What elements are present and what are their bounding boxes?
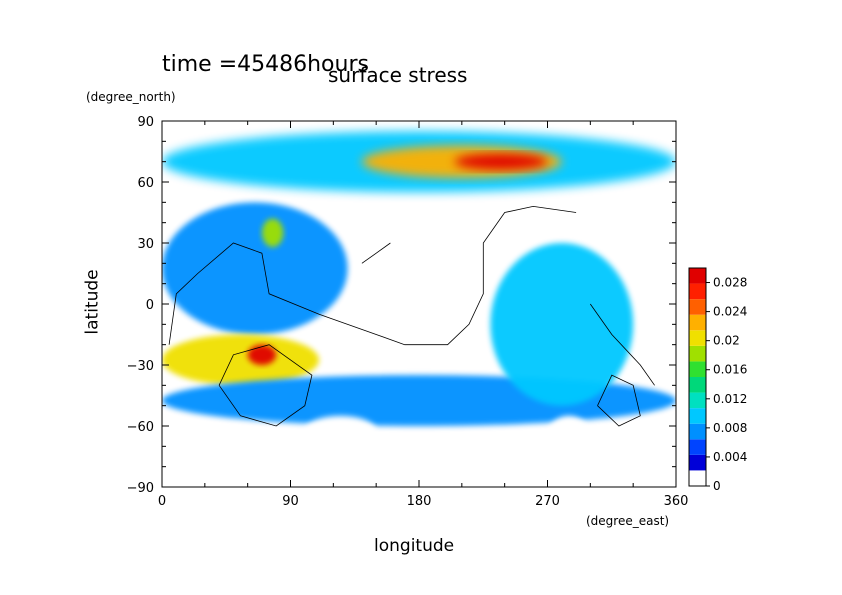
colorbar-tick-label-5: 0.02 [713, 334, 740, 348]
colorbar-frame [688, 267, 707, 487]
colorbar-band-10 [689, 314, 706, 331]
colorbar-band-6 [689, 377, 706, 393]
colorbar-band-12 [689, 283, 706, 300]
colorbar-band-4 [689, 408, 706, 424]
colorbar-band-11 [689, 299, 706, 315]
y-units-label: (degree_north) [86, 90, 176, 104]
colorbar-band-1 [689, 454, 706, 471]
field-patch-5 [162, 334, 320, 386]
y-tick-label--90: −90 [127, 481, 154, 496]
field-gap-0 [361, 212, 498, 264]
colorbar-tick-label-4: 0.016 [713, 363, 747, 377]
field-gap-2 [404, 314, 462, 355]
field-patch-8 [490, 243, 634, 406]
chart-title: surface stress [328, 63, 468, 87]
x-tick-label-180: 180 [407, 494, 432, 509]
y-tick-label-90: 90 [137, 115, 154, 130]
colorbar-tick-label-2: 0.008 [713, 421, 747, 435]
y-tick-label-60: 60 [137, 176, 154, 191]
coastlines [168, 205, 655, 427]
field-gap-1 [633, 202, 676, 274]
x-tick-label-0: 0 [158, 494, 166, 509]
y-tick-label--60: −60 [127, 420, 154, 435]
stress-field [162, 131, 676, 457]
colorbar-tick-label-0: 0 [713, 479, 721, 493]
y-tick-label--30: −30 [127, 359, 154, 374]
x-tick-label-270: 270 [535, 494, 560, 509]
field-gap-4 [547, 415, 591, 457]
colorbar-band-13 [689, 268, 706, 284]
colorbar-band-0 [689, 470, 706, 486]
x-tick-label-360: 360 [664, 494, 689, 509]
colorbar-tick-label-6: 0.024 [713, 305, 747, 319]
colorbar: 0 0.004 0.008 0.012 0.016 0.02 0.024 0.028 [688, 267, 747, 493]
colorbar-tick-label-3: 0.012 [713, 392, 747, 406]
colorbar-band-3 [689, 423, 706, 440]
colorbar-band-5 [689, 392, 706, 409]
time-annotation: time =45486hours [162, 52, 369, 77]
colorbar-band-2 [689, 439, 706, 455]
field-patch-2 [454, 153, 548, 170]
y-axis: −90 −60 −30 0 30 60 90 [127, 115, 676, 496]
field-patch-6 [247, 344, 277, 366]
x-tick-label-90: 90 [282, 494, 299, 509]
field-gap-3 [304, 415, 377, 447]
field-patch-3 [162, 202, 348, 335]
colorbar-tick-label-1: 0.004 [713, 450, 747, 464]
colorbar-band-9 [689, 330, 706, 346]
colorbar-band-8 [689, 345, 706, 362]
x-axis-label: longitude [374, 536, 455, 556]
coastline-0 [168, 205, 577, 346]
coastline-4 [361, 242, 391, 264]
x-axis: 0 90 180 270 360 [158, 121, 689, 509]
y-tick-label-0: 0 [146, 298, 154, 313]
coastline-3 [597, 374, 641, 427]
y-tick-label-30: 30 [137, 237, 154, 252]
colorbar-band-7 [689, 361, 706, 377]
field-patch-4 [261, 218, 284, 248]
colorbar-tick-label-7: 0.028 [713, 276, 747, 290]
x-units-label: (degree_east) [586, 514, 670, 528]
coastline-1 [589, 303, 655, 386]
coastline-2 [218, 344, 313, 427]
